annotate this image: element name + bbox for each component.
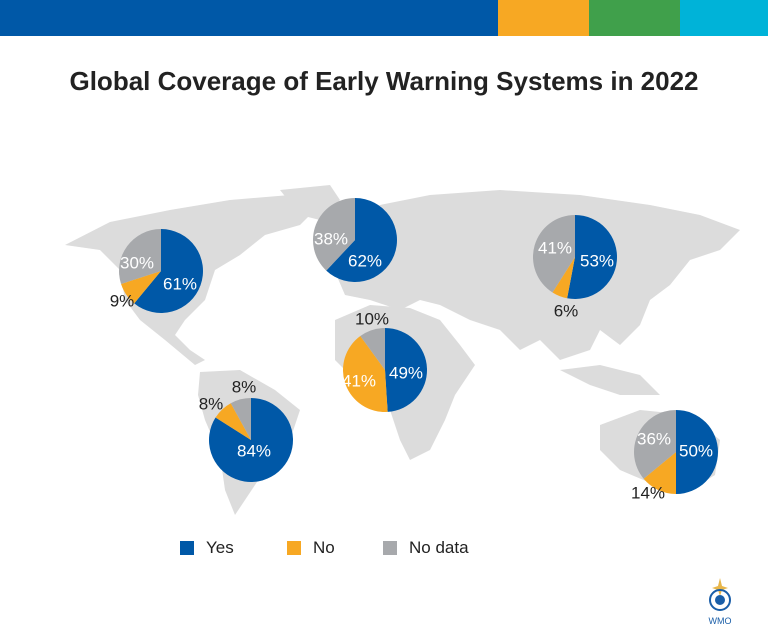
pie-slice-oceania-no (643, 452, 676, 494)
header-bar-orange (498, 0, 589, 36)
southeast-asia-land (560, 365, 660, 395)
data-label-africa-no-data: 10% (355, 309, 389, 328)
legend-label-yes: Yes (206, 538, 234, 557)
data-label-north-america-no: 9% (110, 291, 135, 310)
eurasia-land (330, 190, 740, 360)
legend-no: No (287, 538, 335, 558)
wmo-logo: WMO (700, 578, 740, 626)
pie-slice-oceania-no-data (634, 410, 676, 479)
data-label-south-america-yes: 84% (237, 441, 271, 460)
data-label-north-america-no-data: 30% (120, 253, 154, 272)
data-label-south-america-no: 8% (199, 394, 224, 413)
legend-swatch-yes (180, 541, 194, 555)
pie-slice-south-america-no (215, 403, 251, 440)
data-label-asia-yes: 53% (580, 251, 614, 270)
legend-yes: Yes (180, 538, 234, 558)
data-label-asia-no-data: 41% (538, 238, 572, 257)
pie-slice-north-america-yes (134, 229, 203, 313)
legend-no-data: No data (383, 538, 469, 558)
legend-label-no-data: No data (409, 538, 469, 557)
data-label-oceania-no-data: 36% (637, 429, 671, 448)
header-bar-green (589, 0, 680, 36)
legend-swatch-no-data (383, 541, 397, 555)
legend-swatch-no (287, 541, 301, 555)
pie-slice-asia-no-data (533, 215, 575, 293)
data-label-asia-no: 6% (554, 301, 579, 320)
pie-slice-africa-yes (385, 328, 427, 412)
pie-slice-europe-no-data (313, 198, 355, 271)
data-label-north-america-yes: 61% (163, 274, 197, 293)
pie-slice-north-america-no-data (119, 229, 161, 284)
data-label-africa-no: 41% (342, 371, 376, 390)
header-bar-cyan (680, 0, 768, 36)
pie-slice-africa-no-data (360, 328, 385, 370)
legend-label-no: No (313, 538, 335, 557)
pie-slice-oceania-yes (676, 410, 718, 494)
data-label-south-america-no-data: 8% (232, 377, 257, 396)
data-label-oceania-no: 14% (631, 483, 665, 502)
data-label-africa-yes: 49% (389, 363, 423, 382)
pie-slice-north-america-no (121, 271, 161, 304)
chart-title: Global Coverage of Early Warning Systems… (69, 66, 699, 96)
wmo-logo-text: WMO (708, 616, 732, 626)
data-label-europe-no-data: 38% (314, 229, 348, 248)
wmo-emblem-icon (709, 578, 731, 611)
pie-slice-asia-yes (567, 215, 617, 300)
data-label-oceania-yes: 50% (679, 441, 713, 460)
pie-slice-south-america-no-data (230, 398, 251, 440)
pie-slice-europe-yes (326, 198, 397, 282)
pie-slice-africa-no (343, 336, 388, 412)
header-bar-blue (0, 0, 498, 36)
pie-slice-asia-no (552, 257, 575, 299)
data-label-europe-yes: 62% (348, 251, 382, 270)
